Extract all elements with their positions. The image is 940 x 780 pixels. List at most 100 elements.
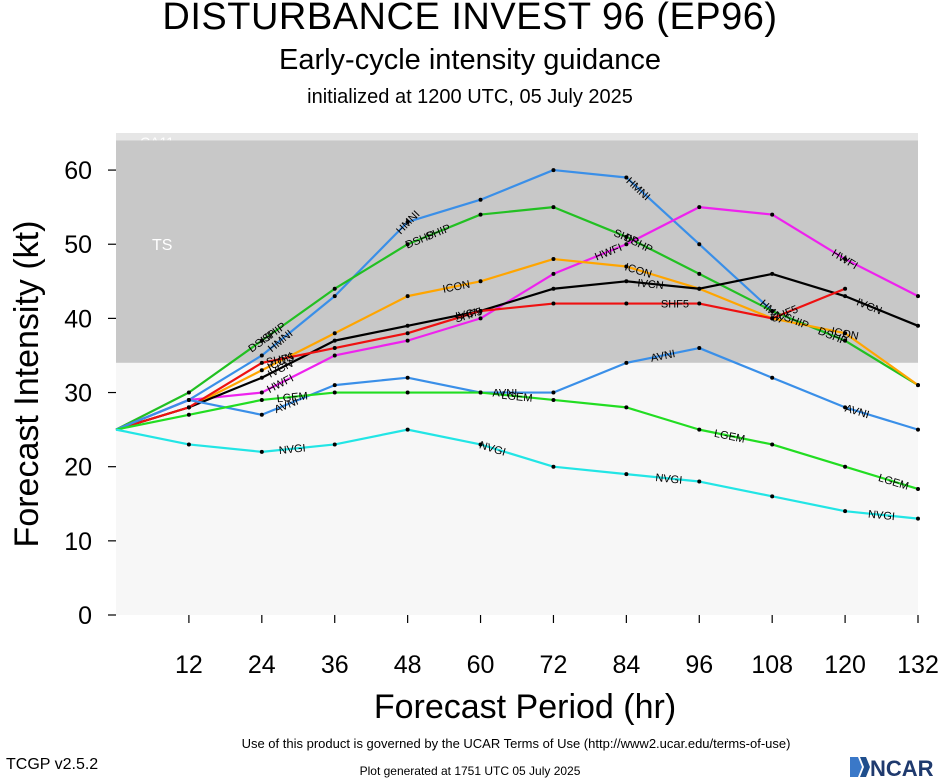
y-axis-label: Forecast Intensity (kt) <box>8 221 46 548</box>
point-hwfi <box>697 205 702 210</box>
y-tick-label: 60 <box>64 157 92 185</box>
point-hwfi <box>843 257 848 262</box>
point-nvgi <box>916 516 920 521</box>
x-tick-label: 24 <box>248 651 276 679</box>
point-hmni <box>478 197 483 202</box>
band-below-ts <box>116 362 918 615</box>
point-hwfi <box>259 390 264 395</box>
point-avni <box>405 375 410 380</box>
point-shf5 <box>259 360 264 365</box>
series-label-shf5: SHF5 <box>661 299 689 311</box>
series-label-nvgi: NVGI <box>278 442 306 457</box>
series-line-dshp <box>115 206 919 431</box>
point-dshp <box>186 390 191 395</box>
point-ivcn <box>405 323 410 328</box>
series-label-icon: ICON <box>830 326 859 343</box>
point-dshp <box>259 338 264 343</box>
point-avni <box>332 383 337 388</box>
y-tick-label: 50 <box>64 231 92 259</box>
point-shf5 <box>405 331 410 336</box>
point-ivcn <box>770 271 775 276</box>
point-shf5 <box>186 405 191 410</box>
point-icon <box>624 264 629 269</box>
band-label-ts: TS <box>152 237 172 254</box>
x-tick-label: 12 <box>175 651 203 679</box>
point-nvgi <box>697 479 702 484</box>
series-line-icon <box>115 257 919 431</box>
x-tick-label: 84 <box>612 651 640 679</box>
point-shf5 <box>332 346 337 351</box>
point-dshp <box>697 271 702 276</box>
chart-init-time: initialized at 1200 UTC, 05 July 2025 <box>307 86 633 108</box>
point-avni <box>624 360 629 365</box>
point-lgem <box>332 390 337 395</box>
point-icon <box>259 368 264 373</box>
point-nvgi <box>332 442 337 447</box>
point-hwfi <box>624 242 629 247</box>
point-icon <box>916 383 920 388</box>
point-hmni <box>405 219 410 224</box>
point-ivcn <box>551 286 556 291</box>
point-shf5 <box>843 286 848 291</box>
band-ts <box>116 140 918 363</box>
series-line-lgem <box>115 391 919 490</box>
chart-subtitle: Early-cycle intensity guidance <box>278 44 661 76</box>
x-tick-label: 60 <box>467 651 495 679</box>
series-label-ivcn: IVCN <box>455 306 483 323</box>
point-dshp <box>478 212 483 217</box>
point-lgem <box>405 390 410 395</box>
point-dshp <box>332 286 337 291</box>
point-icon <box>332 331 337 336</box>
point-shf5 <box>551 301 556 306</box>
point-hmni <box>697 242 702 247</box>
point-lgem <box>770 442 775 447</box>
point-dshp <box>624 234 629 239</box>
y-tick-label: 10 <box>64 528 92 556</box>
terms-of-use: Use of this product is governed by the U… <box>241 736 791 751</box>
series-label-icon: ICON <box>442 279 471 296</box>
point-hmni <box>551 168 556 173</box>
series-label-lgem: LGEM <box>276 390 308 405</box>
point-nvgi <box>624 472 629 477</box>
point-hwfi <box>916 294 920 299</box>
point-shf5 <box>770 316 775 321</box>
point-icon <box>551 257 556 262</box>
ncar-logo: NCAR <box>850 756 934 780</box>
point-avni <box>186 397 191 402</box>
point-hmni <box>259 353 264 358</box>
point-ivcn <box>624 279 629 284</box>
x-axis-label: Forecast Period (hr) <box>374 688 676 726</box>
point-hwfi <box>478 316 483 321</box>
point-nvgi <box>405 427 410 432</box>
series-label-shf5: SHF5 <box>265 351 295 368</box>
y-tick-label: 30 <box>64 380 92 408</box>
x-tick-label: 48 <box>394 651 422 679</box>
point-shf5 <box>697 301 702 306</box>
point-nvgi <box>186 442 191 447</box>
x-tick-label: 108 <box>751 651 793 679</box>
point-icon <box>478 279 483 284</box>
point-ivcn <box>259 375 264 380</box>
point-ivcn <box>843 294 848 299</box>
point-hwfi <box>405 338 410 343</box>
series-label-nvgi: NVGI <box>867 509 895 524</box>
point-shf5 <box>624 301 629 306</box>
point-ivcn <box>697 286 702 291</box>
x-tick-label: 36 <box>321 651 349 679</box>
series-label-lgem: LGEM <box>501 390 533 405</box>
point-avni <box>916 427 920 432</box>
point-lgem <box>186 412 191 417</box>
series-line-nvgi <box>115 428 919 520</box>
point-hmni <box>332 294 337 299</box>
point-dshp <box>770 308 775 313</box>
y-tick-label: 20 <box>64 454 92 482</box>
point-hwfi <box>551 271 556 276</box>
point-icon <box>405 294 410 299</box>
point-nvgi <box>843 509 848 514</box>
point-lgem <box>259 397 264 402</box>
point-ivcn <box>916 323 920 328</box>
series-label-nvgi: NVGI <box>655 472 683 487</box>
point-nvgi <box>259 449 264 454</box>
point-hwfi <box>770 212 775 217</box>
